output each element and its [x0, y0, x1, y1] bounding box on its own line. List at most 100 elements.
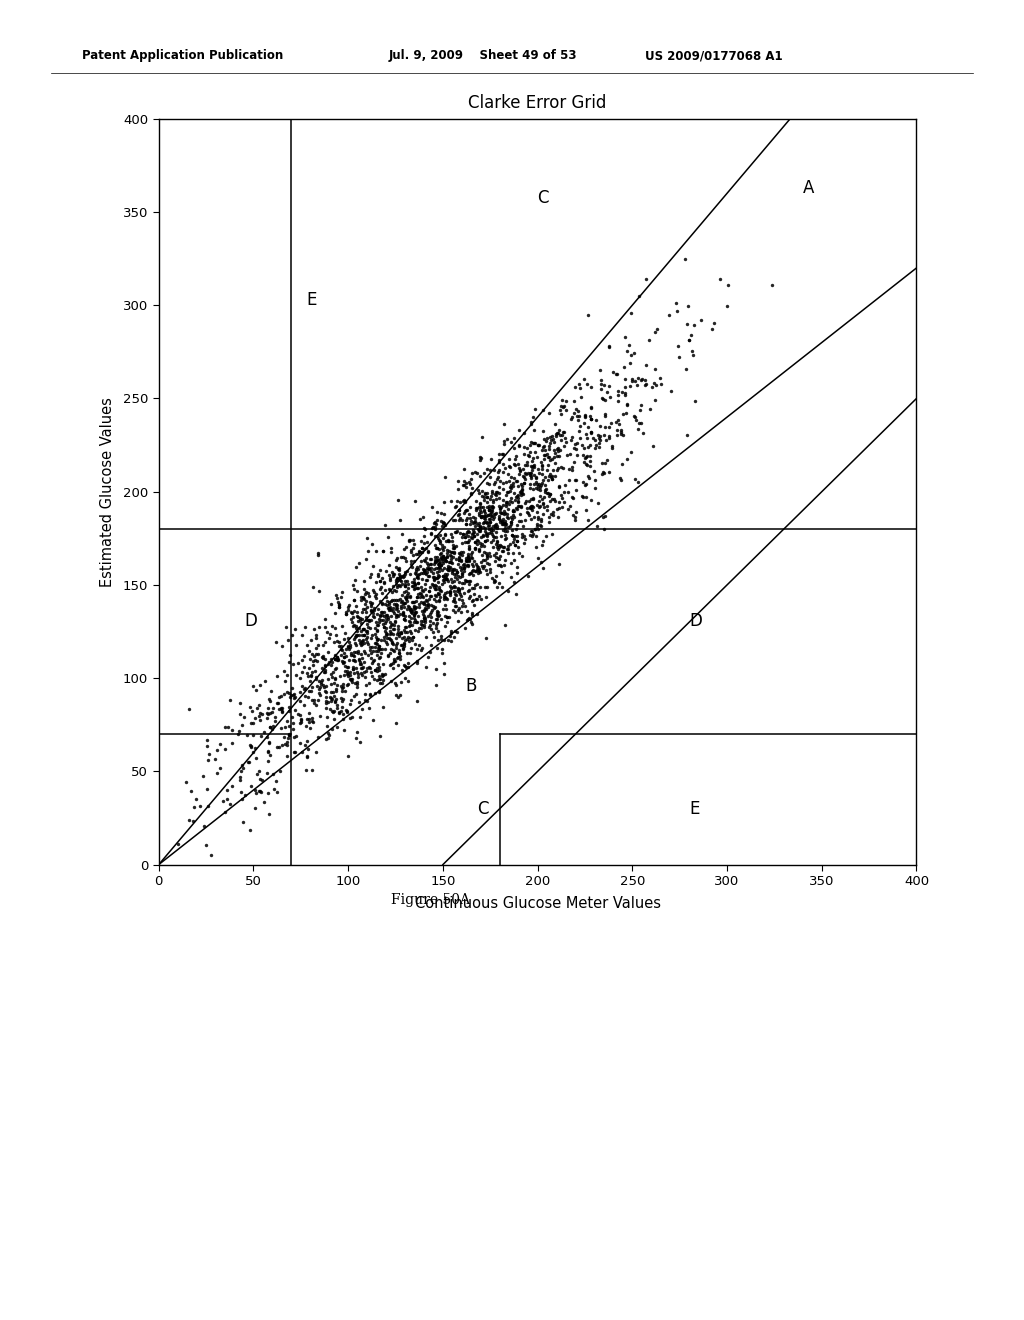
Point [371, 681, 387, 702]
Point [427, 574, 443, 595]
Point [375, 665, 391, 686]
Point [378, 586, 394, 607]
Point [358, 657, 375, 678]
Point [439, 587, 456, 609]
Point [412, 597, 428, 618]
Point [511, 434, 527, 455]
Point [374, 665, 390, 686]
Point [252, 781, 268, 803]
Point [407, 602, 423, 623]
Point [489, 548, 506, 569]
Point [395, 634, 412, 655]
Point [513, 523, 529, 544]
Point [487, 502, 504, 523]
Point [412, 582, 428, 603]
Point [347, 651, 364, 672]
Point [345, 659, 361, 680]
Point [452, 557, 468, 578]
Point [476, 503, 493, 524]
Point [494, 502, 510, 523]
Point [460, 581, 476, 602]
Point [379, 634, 395, 655]
Point [368, 572, 384, 593]
Point [427, 585, 443, 606]
Point [326, 709, 342, 730]
Point [260, 742, 276, 763]
Point [338, 639, 354, 660]
Point [358, 620, 375, 642]
Point [496, 541, 512, 562]
Point [455, 541, 471, 562]
Point [583, 409, 599, 430]
Point [463, 469, 479, 490]
Point [286, 685, 302, 706]
Point [486, 527, 503, 548]
Point [532, 486, 549, 507]
Point [355, 587, 372, 609]
Point [528, 446, 545, 467]
Point [630, 471, 646, 492]
Point [386, 589, 402, 610]
Point [376, 605, 392, 626]
Point [370, 614, 386, 635]
Point [471, 504, 487, 525]
Point [515, 483, 531, 504]
Point [526, 433, 543, 454]
Point [505, 500, 521, 521]
Point [458, 570, 474, 591]
Point [338, 645, 354, 667]
Point [597, 506, 613, 527]
Point [395, 638, 412, 659]
Point [459, 521, 475, 543]
Point [391, 684, 408, 705]
Point [495, 561, 511, 582]
Point [428, 557, 444, 578]
Point [269, 665, 286, 686]
Point [419, 597, 435, 618]
Point [402, 586, 419, 607]
Point [577, 447, 593, 469]
Point [299, 746, 315, 767]
Point [523, 463, 540, 484]
Point [471, 561, 487, 582]
Point [435, 569, 452, 590]
Point [329, 645, 345, 667]
Point [454, 527, 470, 548]
Point [389, 605, 406, 626]
Point [566, 510, 583, 531]
Point [501, 494, 517, 515]
Point [435, 565, 452, 586]
Point [350, 618, 367, 639]
Point [343, 602, 359, 623]
Point [465, 558, 481, 579]
Point [426, 598, 442, 619]
Point [220, 717, 237, 738]
Point [379, 605, 395, 626]
Point [497, 512, 513, 533]
Point [464, 560, 480, 581]
Point [562, 430, 579, 451]
Point [318, 715, 335, 737]
Point [253, 726, 269, 747]
Point [356, 570, 373, 591]
Point [465, 589, 481, 610]
Point [450, 520, 466, 541]
Point [315, 647, 332, 668]
Point [477, 512, 494, 533]
Point [309, 676, 326, 697]
Point [553, 487, 569, 508]
Point [356, 640, 373, 661]
Point [503, 466, 519, 487]
Point [366, 598, 382, 619]
Point [465, 556, 481, 577]
Point [365, 665, 381, 686]
Point [181, 809, 198, 830]
Point [418, 537, 434, 558]
Point [592, 426, 608, 447]
Point [334, 651, 350, 672]
Point [328, 681, 344, 702]
Point [647, 322, 664, 343]
Point [352, 612, 369, 634]
Point [444, 560, 461, 581]
Point [381, 564, 397, 585]
